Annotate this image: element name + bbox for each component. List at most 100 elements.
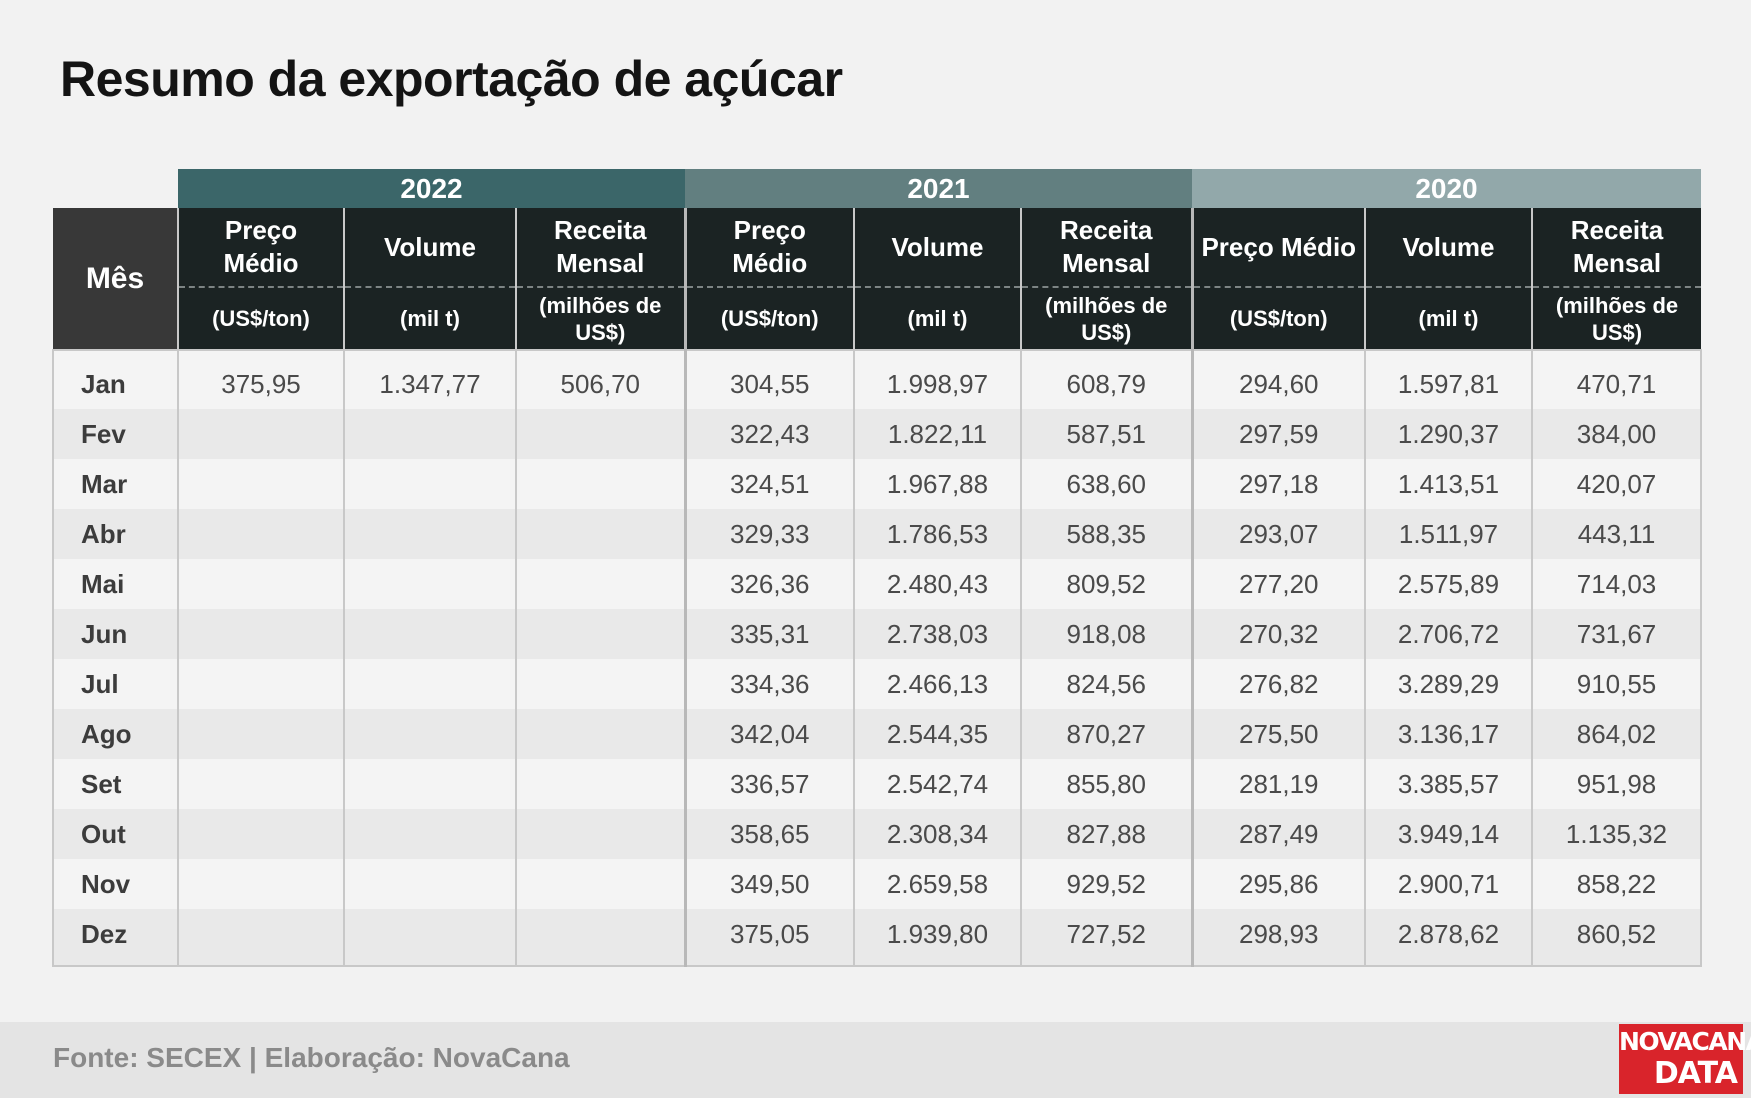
year-header-spacer (53, 169, 178, 208)
value-cell: 608,79 (1021, 350, 1194, 409)
export-summary-table: 2022 2021 2020 Mês Preço Médio (US$/ton) V… (52, 169, 1702, 967)
table-row: Fev 322,43 1.822,11 587,51 297,59 1.290,37 384… (53, 409, 1701, 459)
column-header-2022-2: Receita Mensal (milhões de US$) (516, 208, 687, 350)
value-cell: 1.290,37 (1365, 409, 1533, 459)
table-row: Jul 334,36 2.466,13 824,56 276,82 3.289,29 910… (53, 659, 1701, 709)
value-cell (178, 409, 345, 459)
value-cell: 506,70 (516, 350, 687, 409)
value-cell (178, 909, 345, 966)
value-cell: 1.939,80 (854, 909, 1022, 966)
column-unit: (mil t) (907, 306, 968, 331)
column-name: Volume (855, 208, 1020, 288)
column-header-2022-0: Preço Médio (US$/ton) (178, 208, 345, 350)
value-cell (344, 559, 517, 609)
column-unit: (US$/ton) (1229, 306, 1328, 331)
table-row: Nov 349,50 2.659,58 929,52 295,86 2.900,71 858… (53, 859, 1701, 909)
value-cell: 293,07 (1192, 509, 1366, 559)
table-row: Jan 375,95 1.347,77 506,70 304,55 1.998,97 608… (53, 350, 1701, 409)
value-cell: 809,52 (1021, 559, 1194, 609)
column-header-row: Mês Preço Médio (US$/ton) Volume (mil t) Rec… (53, 208, 1701, 350)
value-cell: 2.544,35 (854, 709, 1022, 759)
value-cell: 335,31 (685, 609, 855, 659)
value-cell (178, 559, 345, 609)
value-cell (178, 709, 345, 759)
month-cell: Dez (53, 909, 179, 966)
value-cell (344, 609, 517, 659)
value-cell: 855,80 (1021, 759, 1194, 809)
column-name: Preço Médio (686, 208, 853, 288)
table-row: Dez 375,05 1.939,80 727,52 298,93 2.878,62 860… (53, 909, 1701, 966)
value-cell: 329,33 (685, 509, 855, 559)
value-cell: 2.466,13 (854, 659, 1022, 709)
column-unit: (US$/ton) (212, 306, 310, 331)
value-cell: 326,36 (685, 559, 855, 609)
column-name: Volume (1366, 208, 1531, 288)
month-cell: Mar (53, 459, 179, 509)
page-title: Resumo da exportação de açúcar (60, 51, 843, 107)
year-header-2020: 2020 (1192, 169, 1701, 208)
value-cell: 470,71 (1532, 350, 1701, 409)
value-cell: 918,08 (1021, 609, 1194, 659)
column-header-2021-2: Receita Mensal (milhões de US$) (1021, 208, 1194, 350)
value-cell (516, 759, 687, 809)
value-cell (344, 809, 517, 859)
value-cell: 929,52 (1021, 859, 1194, 909)
value-cell: 287,49 (1192, 809, 1366, 859)
value-cell (344, 909, 517, 966)
value-cell: 824,56 (1021, 659, 1194, 709)
value-cell (516, 409, 687, 459)
value-cell: 324,51 (685, 459, 855, 509)
value-cell: 3.949,14 (1365, 809, 1533, 859)
value-cell: 349,50 (685, 859, 855, 909)
year-header-row: 2022 2021 2020 (53, 169, 1701, 208)
value-cell: 1.597,81 (1365, 350, 1533, 409)
value-cell: 2.308,34 (854, 809, 1022, 859)
value-cell: 910,55 (1532, 659, 1701, 709)
value-cell (178, 659, 345, 709)
value-cell: 3.289,29 (1365, 659, 1533, 709)
value-cell (178, 509, 345, 559)
year-header-2022: 2022 (178, 169, 685, 208)
value-cell: 2.575,89 (1365, 559, 1533, 609)
table-row: Mai 326,36 2.480,43 809,52 277,20 2.575,89 714… (53, 559, 1701, 609)
logo-line-2: DATA (1653, 1056, 1738, 1091)
month-cell: Set (53, 759, 179, 809)
month-cell: Ago (53, 709, 179, 759)
month-cell: Out (53, 809, 179, 859)
value-cell: 2.542,74 (854, 759, 1022, 809)
value-cell (516, 559, 687, 609)
value-cell: 420,07 (1532, 459, 1701, 509)
column-unit: (mil t) (1418, 306, 1479, 331)
value-cell: 277,20 (1192, 559, 1366, 609)
value-cell: 342,04 (685, 709, 855, 759)
value-cell (516, 909, 687, 966)
value-cell (178, 609, 345, 659)
column-unit: (US$/ton) (720, 306, 819, 331)
value-cell: 727,52 (1021, 909, 1194, 966)
value-cell (344, 759, 517, 809)
value-cell: 587,51 (1021, 409, 1194, 459)
table-row: Out 358,65 2.308,34 827,88 287,49 3.949,14 1.1… (53, 809, 1701, 859)
value-cell: 1.135,32 (1532, 809, 1701, 859)
month-cell: Jul (53, 659, 179, 709)
value-cell: 270,32 (1192, 609, 1366, 659)
value-cell (344, 659, 517, 709)
value-cell: 384,00 (1532, 409, 1701, 459)
value-cell: 375,95 (178, 350, 345, 409)
column-name: Receita Mensal (1022, 208, 1191, 288)
value-cell: 860,52 (1532, 909, 1701, 966)
column-unit: (mil t) (400, 306, 460, 331)
value-cell: 1.998,97 (854, 350, 1022, 409)
value-cell: 375,05 (685, 909, 855, 966)
value-cell: 2.706,72 (1365, 609, 1533, 659)
novacana-data-logo: NOVACANA DATA (1619, 1024, 1751, 1094)
value-cell: 304,55 (685, 350, 855, 409)
footer-bar: Fonte: SECEX | Elaboração: NovaCana (0, 1022, 1751, 1098)
value-cell: 638,60 (1021, 459, 1194, 509)
value-cell: 2.900,71 (1365, 859, 1533, 909)
value-cell: 2.480,43 (854, 559, 1022, 609)
column-header-2020-0: Preço Médio (US$/ton) (1192, 208, 1366, 350)
value-cell (344, 459, 517, 509)
value-cell: 951,98 (1532, 759, 1701, 809)
value-cell: 334,36 (685, 659, 855, 709)
